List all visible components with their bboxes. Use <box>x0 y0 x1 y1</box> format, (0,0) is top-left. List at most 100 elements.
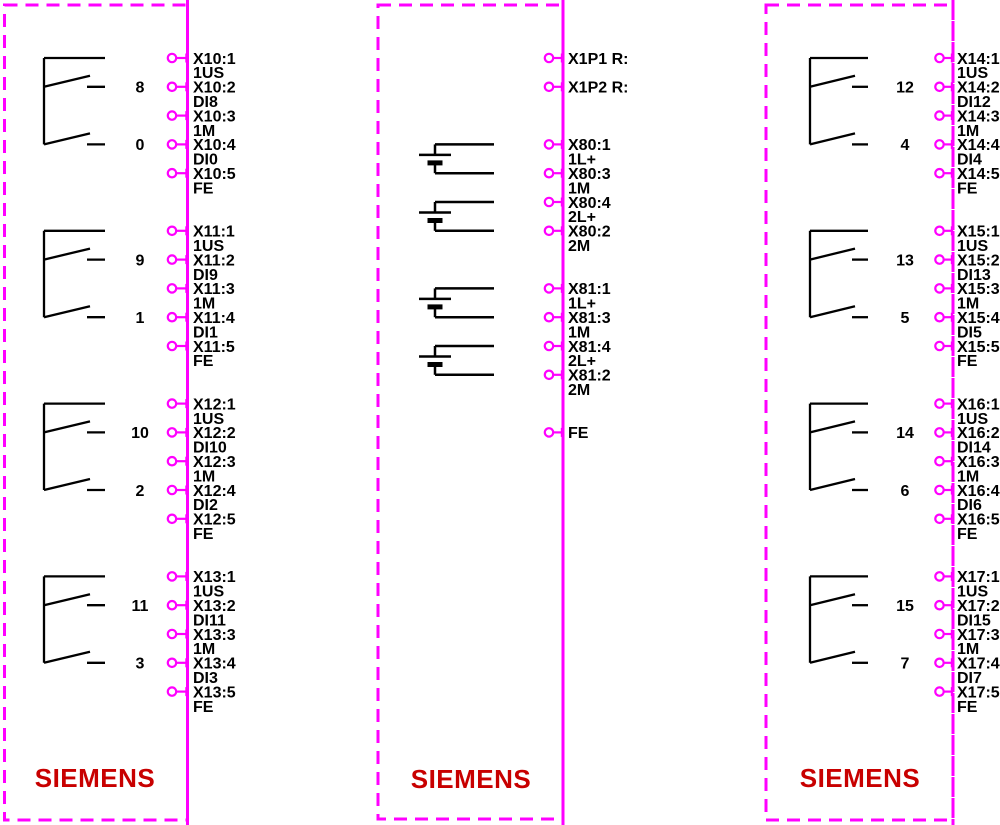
pin-signal-label: 1M <box>957 641 979 658</box>
pin-signal-label: 1US <box>193 238 224 255</box>
terminal-circle-icon <box>934 398 945 409</box>
pin-id-label: X10:1 <box>193 51 236 68</box>
terminal-circle-icon <box>166 81 178 93</box>
terminal-circle-icon <box>166 628 178 640</box>
pin-id-label: X81:2 <box>568 368 611 385</box>
switch-blade-line <box>43 477 91 492</box>
pin-signal-label: 1L+ <box>568 296 596 313</box>
pin-id-label: X10:4 <box>193 137 236 154</box>
pin-id-label: X80:3 <box>568 166 611 183</box>
terminal-circle-icon <box>166 139 178 150</box>
pin-id-label: X11:4 <box>193 310 235 327</box>
pin-id-label: X14:2 <box>957 80 1000 97</box>
switch-blade-line <box>809 132 856 146</box>
switch-blade-line <box>43 132 91 146</box>
pin-signal-label: 1US <box>957 65 988 82</box>
terminal-pin: X12:5FE <box>166 512 236 543</box>
terminal-circle-icon <box>934 311 945 323</box>
terminal-pin: X13:31M <box>166 627 236 658</box>
terminal-pin: X10:31M <box>166 108 236 140</box>
terminal-circle-icon <box>166 686 178 697</box>
terminal-pin: X11:5FE <box>166 339 235 370</box>
switch-blade-line <box>43 420 91 434</box>
pin-id-label: X12:3 <box>193 454 236 471</box>
switch-blade-line <box>809 593 856 607</box>
pin-id-label: X13:1 <box>193 569 236 586</box>
pin-signal-label: 2M <box>568 382 590 399</box>
pin-id-label: X16:1 <box>957 396 1000 413</box>
terminal-pin: X80:11L+ <box>543 137 611 169</box>
terminal-circle-icon <box>934 81 945 93</box>
terminal-circle-icon <box>543 369 555 381</box>
terminal-circle-icon <box>166 484 178 496</box>
terminal-circle-icon <box>934 139 945 150</box>
switch-blade-line <box>43 650 91 664</box>
pin-id-label: X16:3 <box>957 454 1000 471</box>
terminal-circle-icon <box>166 513 178 525</box>
terminal-pin: X81:22M <box>543 368 611 399</box>
pin-id-label: X17:1 <box>957 569 1000 586</box>
terminal-pin: X80:31M <box>543 166 611 197</box>
switch-number: 14 <box>896 425 914 442</box>
switch-blade-line <box>809 477 856 492</box>
terminal-pin: X80:22M <box>543 224 611 255</box>
pin-signal-label: DI6 <box>957 497 982 514</box>
terminal-pin: X12:31M <box>166 454 236 485</box>
siemens-logo: SIEMENS <box>35 763 156 793</box>
terminal-circle-icon <box>934 571 945 582</box>
terminal-circle-icon <box>934 599 945 611</box>
terminal-circle-icon <box>934 686 945 697</box>
terminal-circle-icon <box>543 81 555 93</box>
pin-id-label: X17:4 <box>957 656 1000 673</box>
pin-signal-label: DI5 <box>957 324 982 341</box>
pin-id-label: X81:3 <box>568 310 611 327</box>
terminal-pin: X81:42L+ <box>543 339 611 370</box>
terminal-circle-icon <box>166 311 178 323</box>
terminal-circle-icon <box>934 283 945 294</box>
pin-id-label: X11:2 <box>193 252 235 269</box>
switch-symbol <box>808 575 868 664</box>
pin-id-label: X15:5 <box>957 339 1000 356</box>
terminal-circle-icon <box>166 599 178 611</box>
terminal-circle-icon <box>166 283 178 294</box>
terminal-pin: FE <box>543 425 589 442</box>
pin-signal-label: 1L+ <box>568 152 596 169</box>
terminal-pin: X1P1 R: <box>543 51 628 68</box>
pin-id-label: X15:1 <box>957 224 1000 241</box>
pin-id-label: X13:4 <box>193 656 236 673</box>
pin-id-label: X81:4 <box>568 339 611 356</box>
pin-signal-label: FE <box>957 180 978 197</box>
switch-number: 10 <box>131 425 149 442</box>
pin-id-label: X12:1 <box>193 396 236 413</box>
siemens-logo: SIEMENS <box>411 764 532 794</box>
terminal-circle-icon <box>543 139 555 150</box>
pin-id-label: X15:4 <box>957 310 1000 327</box>
pin-id-label: X81:1 <box>568 281 611 298</box>
terminal-circle-icon <box>166 110 178 121</box>
terminal-pin: X16:5FE <box>934 512 1000 543</box>
pin-signal-label: FE <box>957 353 978 370</box>
pin-id-label: X13:3 <box>193 627 236 644</box>
pin-signal-label: 1US <box>957 584 988 601</box>
terminal-pin: X15:31M <box>934 281 1000 313</box>
terminal-circle-icon <box>166 340 178 352</box>
pin-id-label: X15:2 <box>957 252 1000 269</box>
terminal-pin: X81:31M <box>543 310 611 341</box>
pin-signal-label: DI3 <box>193 670 218 687</box>
pin-signal-label: 1M <box>957 123 979 140</box>
terminal-circle-icon <box>934 167 945 179</box>
terminal-circle-icon <box>166 225 178 237</box>
pin-id-label: X80:4 <box>568 195 611 212</box>
pin-id-label: X1P1 R: <box>568 51 628 68</box>
switch-blade-line <box>809 74 856 88</box>
